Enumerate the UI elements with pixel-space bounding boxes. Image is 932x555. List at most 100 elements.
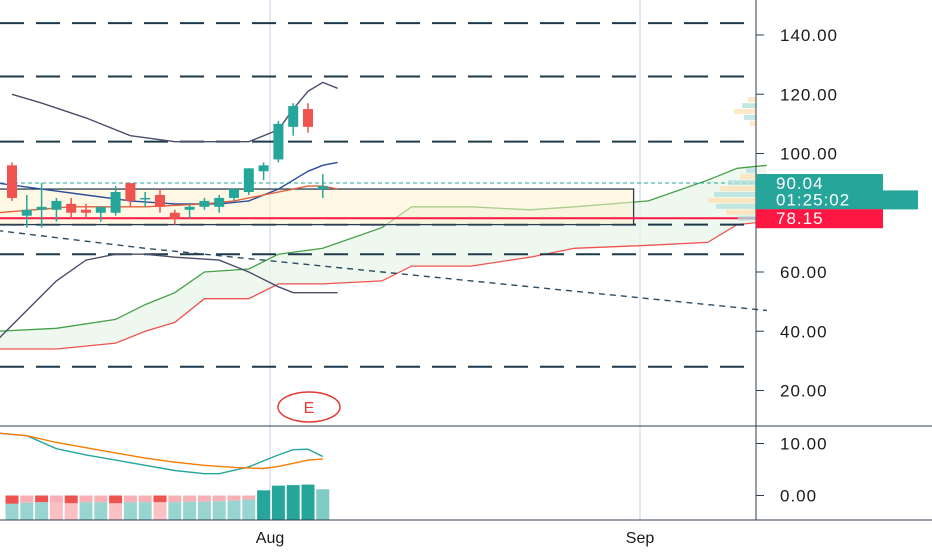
volume-profile-bar-9	[720, 186, 756, 192]
price-label-support-bg	[756, 209, 883, 229]
candle-body-11	[155, 194, 165, 207]
volume-profile-bar-11	[708, 197, 756, 203]
histogram-bar-15	[212, 495, 226, 502]
candle-body-7	[95, 206, 106, 213]
candle-layer[interactable]	[7, 103, 328, 228]
histogram-base-1	[5, 503, 19, 520]
histogram-base-12	[168, 502, 182, 520]
histogram-base-15	[212, 501, 226, 520]
histogram-base-13	[183, 501, 197, 520]
histogram-bar-19	[271, 485, 285, 520]
histogram-bar-10	[138, 495, 152, 503]
histogram-bar-4	[49, 495, 63, 503]
earnings-marker-label: E	[304, 400, 315, 417]
y-tick-5: 120.00	[780, 85, 838, 104]
histogram-bar-11	[153, 495, 167, 503]
volume-profile-bar-8	[728, 180, 756, 186]
price-label-last: 90.04	[776, 174, 824, 193]
histogram-bar-13	[183, 495, 197, 502]
histogram-bar-17	[242, 495, 256, 500]
volume-profile-bar-2	[742, 103, 756, 109]
histogram-bar-2	[20, 495, 34, 503]
osc-tick-1: 10.00	[780, 435, 828, 454]
candle-body-22	[317, 186, 328, 190]
histogram-base-9	[123, 502, 137, 520]
volume-profile-bar-14	[738, 215, 756, 221]
earnings-marker[interactable]: E	[277, 391, 341, 423]
candle-body-16	[229, 189, 239, 198]
histogram-base-14	[197, 501, 211, 520]
volume-profile-bar-5	[750, 120, 756, 126]
histogram-bar-1	[5, 495, 19, 504]
histogram-bar-5	[64, 495, 78, 504]
histogram-bar-7	[94, 495, 108, 503]
bollinger-lower-line	[0, 253, 338, 339]
price-label-countdown: 01:25:02	[776, 190, 850, 209]
histogram-bar-8	[109, 495, 123, 504]
volume-profile-layer	[708, 97, 756, 221]
bollinger-middle-line	[0, 161, 338, 205]
indicator-lines-layer	[0, 81, 767, 339]
candle-body-17	[243, 168, 254, 193]
candle-body-12	[169, 212, 180, 219]
oscillator-pane	[0, 432, 330, 520]
volume-profile-bar-3	[734, 109, 756, 115]
candle-body-15	[214, 197, 225, 207]
candle-body-5	[66, 203, 77, 213]
histogram-base-10	[138, 502, 152, 520]
candle-body-4	[51, 200, 62, 210]
cloud-lower-line	[0, 220, 767, 350]
candle-body-3	[36, 206, 47, 210]
candle-body-14	[199, 200, 210, 207]
histogram-bar-16	[227, 495, 241, 501]
osc-tick-0: 0.00	[780, 487, 817, 506]
projected-trendline-line	[0, 230, 767, 312]
histogram-bar-20	[286, 485, 300, 520]
y-tick-0: 20.00	[780, 382, 828, 401]
candle-body-10	[140, 197, 151, 200]
histogram-bar-12	[168, 495, 182, 503]
cloud-upper-line	[0, 164, 767, 332]
histogram-bar-6	[79, 495, 93, 503]
x-tick-aug: Aug	[256, 530, 284, 547]
y-tick-1: 40.00	[780, 322, 828, 341]
y-tick-2: 60.00	[780, 263, 828, 282]
volume-profile-bar-7	[740, 174, 756, 180]
price-label-support: 78.15	[776, 209, 824, 228]
histogram-bar-18	[257, 490, 271, 520]
histogram-base-5	[64, 503, 78, 520]
x-tick-sep: Sep	[626, 530, 655, 547]
volume-profile-bar-1	[748, 97, 756, 103]
histogram-base-17	[242, 499, 256, 520]
histogram-bar-22	[316, 489, 330, 520]
price-label-countdown-bg	[756, 190, 918, 210]
candle-body-20	[288, 106, 299, 127]
histogram-base-3	[35, 502, 49, 520]
histogram-base-2	[20, 502, 34, 520]
oscillator-fast-line	[0, 432, 324, 475]
y-tick-6: 140.00	[780, 26, 838, 45]
bollinger-upper-line	[11, 81, 338, 143]
candle-body-19	[273, 123, 284, 160]
candle-body-6	[81, 209, 91, 213]
volume-profile-bar-6	[746, 168, 756, 174]
volume-profile-bar-12	[716, 203, 756, 209]
histogram-base-11	[153, 502, 167, 520]
histogram-base-16	[227, 500, 241, 520]
candle-body-9	[125, 183, 136, 201]
oscillator-axis[interactable]: 0.00 10.00	[756, 435, 828, 506]
y-tick-4: 100.00	[780, 145, 838, 164]
price-label-last-bg	[756, 174, 883, 194]
candle-body-8	[110, 192, 121, 213]
histogram-base-4	[49, 502, 63, 520]
moving-average-line	[0, 185, 338, 214]
volume-profile-bar-4	[744, 114, 756, 120]
histogram-base-8	[109, 503, 123, 520]
earnings-marker-circle[interactable]	[277, 391, 341, 423]
histogram-bar-9	[123, 495, 137, 503]
histogram-bar-14	[197, 495, 211, 502]
